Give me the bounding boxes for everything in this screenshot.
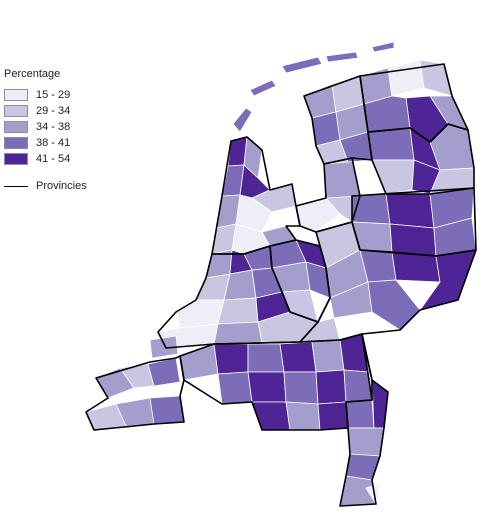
municipality-nb bbox=[317, 401, 349, 431]
province-border-limburg bbox=[339, 333, 389, 507]
municipality-fl bbox=[323, 157, 361, 199]
province-border-swatch bbox=[4, 185, 28, 187]
legend-label-38-41: 38 - 41 bbox=[36, 137, 71, 149]
legend-label-provinces: Provincies bbox=[36, 180, 87, 192]
municipality-dr bbox=[367, 127, 415, 161]
municipality-zh bbox=[213, 321, 263, 345]
municipality-gr bbox=[387, 59, 425, 97]
legend-item-41-54: 41 - 54 bbox=[4, 151, 87, 167]
municipality-nb bbox=[315, 369, 347, 405]
legend-item-15-29: 15 - 29 bbox=[4, 87, 87, 103]
legend-swatch-38-41 bbox=[4, 137, 28, 149]
legend-label-15-29: 15 - 29 bbox=[36, 89, 71, 101]
municipality-ge bbox=[367, 279, 421, 331]
province-borders bbox=[85, 63, 477, 507]
municipality-zh bbox=[217, 297, 259, 325]
municipalities bbox=[85, 41, 477, 507]
municipality-nb bbox=[285, 401, 321, 431]
municipality-nh bbox=[235, 194, 273, 233]
legend-item-38-41: 38 - 41 bbox=[4, 135, 87, 151]
legend-item-provinces: Provincies bbox=[4, 180, 87, 192]
municipality-nb bbox=[213, 343, 249, 375]
municipality-nb bbox=[247, 343, 285, 373]
wadden-island bbox=[249, 79, 277, 97]
municipality-nb bbox=[247, 371, 287, 403]
province-border-zeeland bbox=[85, 355, 185, 431]
legend-title: Percentage bbox=[4, 68, 61, 80]
municipality-nb bbox=[311, 339, 345, 373]
municipality-ov bbox=[351, 193, 391, 225]
wadden-island bbox=[371, 41, 395, 53]
legend-item-29-34: 29 - 34 bbox=[4, 103, 87, 119]
wadden-island bbox=[325, 51, 359, 63]
map-legend: Percentage 15 - 29 29 - 34 34 - 38 38 - … bbox=[4, 68, 87, 192]
legend-swatch-15-29 bbox=[4, 89, 28, 101]
municipality-nb bbox=[283, 371, 319, 405]
legend-swatch-29-34 bbox=[4, 105, 28, 117]
legend-label-29-34: 29 - 34 bbox=[36, 105, 71, 117]
municipality-nb bbox=[217, 371, 253, 405]
legend-swatch-41-54 bbox=[4, 153, 28, 165]
municipality-nb bbox=[279, 341, 317, 373]
wadden-island bbox=[232, 107, 253, 133]
wadden-island bbox=[281, 56, 323, 74]
municipality-ze bbox=[149, 335, 179, 359]
legend-label-34-38: 34 - 38 bbox=[36, 121, 71, 133]
municipality-li bbox=[345, 399, 375, 429]
legend-label-41-54: 41 - 54 bbox=[36, 153, 71, 165]
municipality-ov bbox=[389, 223, 437, 257]
legend-swatch-34-38 bbox=[4, 121, 28, 133]
municipality-ov bbox=[385, 193, 435, 229]
municipality-li bbox=[345, 453, 381, 481]
legend-item-34-38: 34 - 38 bbox=[4, 119, 87, 135]
province-border-drenthe bbox=[367, 123, 475, 195]
municipality-li bbox=[347, 427, 385, 457]
municipality-ze bbox=[149, 395, 185, 425]
